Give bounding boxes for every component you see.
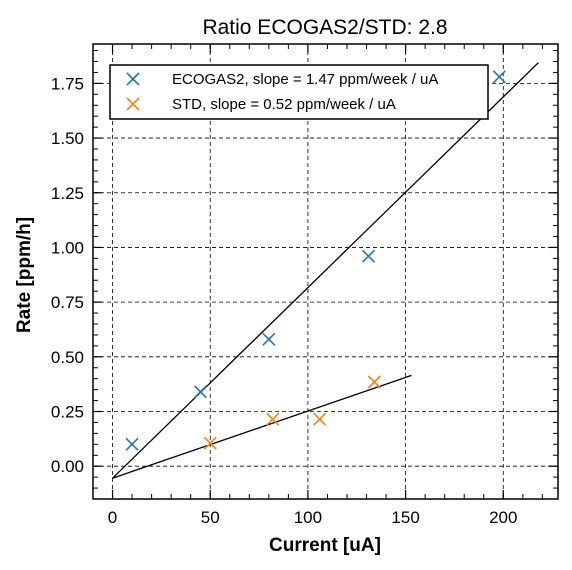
- y-tick-label: 1.00: [51, 238, 84, 257]
- data-point-series-1: [492, 70, 506, 84]
- y-axis-title: Rate [ppm/h]: [14, 217, 35, 333]
- x-marker-stroke: [193, 385, 208, 399]
- y-tick-label: 1.75: [51, 74, 84, 93]
- y-tick-label: 0.75: [51, 293, 84, 312]
- x-marker-stroke: [361, 249, 376, 263]
- y-tick-label: 0.50: [51, 348, 84, 367]
- chart-title: Ratio ECOGAS2/STD: 2.8: [202, 16, 447, 39]
- data-point-series-2: [367, 375, 381, 389]
- x-tick-label: 0: [108, 508, 117, 527]
- legend-box: [109, 64, 489, 120]
- y-tick-label: 1.50: [51, 129, 84, 148]
- x-marker-stroke: [126, 72, 140, 86]
- data-point-series-2: [266, 412, 280, 426]
- legend: ECOGAS2, slope = 1.47 ppm/week / uA STD, …: [109, 64, 489, 120]
- fit-line-1: [112, 62, 539, 479]
- plot-frame: [92, 43, 559, 500]
- x-marker-stroke: [367, 375, 381, 389]
- y-tick-label: 0.00: [51, 457, 84, 476]
- legend-marker-2: [126, 97, 140, 111]
- x-marker-stroke: [262, 332, 276, 346]
- x-tick-label: 150: [391, 508, 419, 527]
- y-tick-label: 0.25: [51, 403, 84, 422]
- legend-label-1: ECOGAS2, slope = 1.47 ppm/week / uA: [172, 71, 438, 88]
- x-marker-stroke: [492, 70, 506, 84]
- x-tick-label: 50: [201, 508, 220, 527]
- data-point-series-1: [125, 437, 139, 451]
- data-point-series-1: [361, 249, 376, 263]
- x-tick-label: 200: [489, 508, 517, 527]
- data-points: [125, 70, 506, 451]
- x-tick-label: 100: [294, 508, 322, 527]
- y-tick-label: 1.25: [51, 184, 84, 203]
- legend-label-2: STD, slope = 0.52 ppm/week / uA: [172, 96, 396, 113]
- x-marker-stroke: [126, 97, 140, 111]
- fit-line-2: [112, 374, 412, 479]
- fit-lines: [112, 62, 539, 479]
- data-point-series-1: [193, 385, 208, 399]
- legend-marker-1: [126, 72, 140, 86]
- x-marker-stroke: [266, 412, 280, 426]
- x-marker-stroke: [203, 436, 217, 450]
- data-point-series-1: [262, 332, 276, 346]
- axis-ticks: 0 50 100 150 200 0.00 0.25 0.50 0.75 1.00 1.25 1.50…: [51, 44, 558, 527]
- x-marker-stroke: [313, 412, 327, 426]
- data-point-series-2: [203, 436, 217, 450]
- x-marker-stroke: [125, 437, 139, 451]
- x-axis-title: Current [uA]: [269, 535, 381, 556]
- data-point-series-2: [313, 412, 327, 426]
